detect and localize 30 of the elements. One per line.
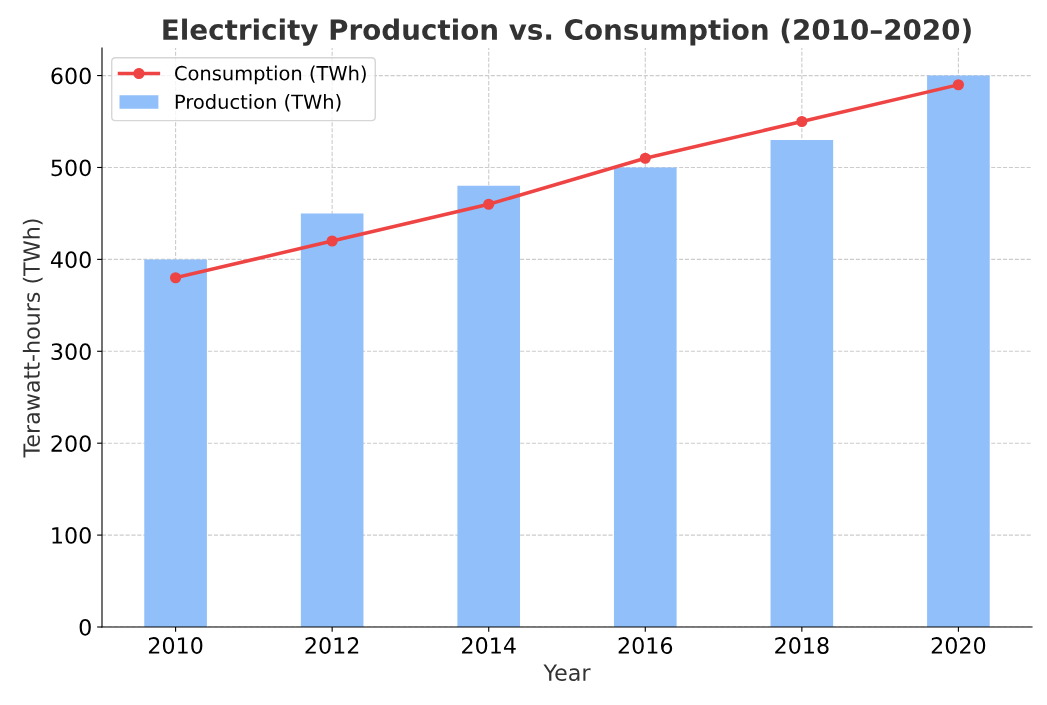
y-tick-label: 400 bbox=[50, 251, 91, 269]
y-tick-label: 500 bbox=[51, 159, 91, 177]
y-tick-label: 100 bbox=[52, 527, 91, 544]
x-axis-title: Year bbox=[543, 664, 591, 681]
x-tick-label: 2014 bbox=[462, 637, 516, 654]
x-tick-label: 2018 bbox=[775, 637, 829, 654]
legend-label: Production (TWh) bbox=[175, 94, 341, 112]
y-tick-label: 200 bbox=[51, 435, 91, 452]
point bbox=[796, 115, 808, 128]
point bbox=[326, 235, 338, 247]
x-tick-label: 2010 bbox=[148, 637, 203, 654]
point bbox=[483, 198, 495, 210]
y-tick-label: 600 bbox=[51, 67, 91, 85]
bar bbox=[927, 75, 990, 627]
bar bbox=[613, 167, 677, 627]
y-tick-label: 300 bbox=[51, 343, 91, 361]
y-tick-label: 0 bbox=[79, 618, 91, 636]
point bbox=[170, 272, 182, 284]
x-tick-label: 2012 bbox=[305, 637, 359, 654]
bar bbox=[457, 185, 521, 627]
bar bbox=[300, 213, 364, 627]
x-tick-label: 2020 bbox=[931, 637, 986, 654]
bar bbox=[770, 139, 834, 627]
point bbox=[952, 79, 964, 91]
x-tick-label: 2016 bbox=[618, 637, 673, 654]
bar bbox=[144, 259, 207, 627]
y-axis-title: Terawatt-hours (TWh) bbox=[22, 219, 43, 458]
point bbox=[639, 152, 651, 164]
legend-label: Consumption (TWh) bbox=[175, 65, 366, 85]
chart-title: Electricity Production vs. Consumption (2010–2020) bbox=[163, 18, 971, 46]
